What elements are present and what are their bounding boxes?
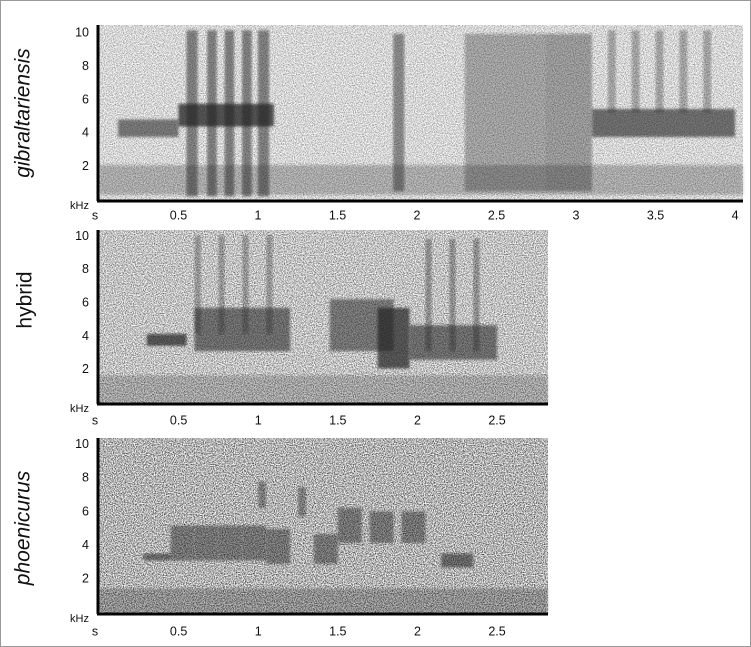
x-tick-label: 1 [255,413,262,427]
x-tick-label: 3.5 [647,208,664,222]
sound-energy [449,238,456,352]
sound-energy [655,30,664,113]
sound-energy [337,508,362,543]
spectrogram-background [99,438,548,613]
x-tick-label: 0.5 [170,208,187,222]
sound-energy [313,534,338,564]
sound-energy [266,235,273,334]
sound-energy [99,588,548,613]
sound-energy [242,525,267,561]
sound-energy [194,235,201,334]
y-tick-label: 8 [82,262,89,276]
x-tick-label: s [92,208,98,222]
sound-energy [170,525,195,561]
x-tick-label: 2 [414,208,421,222]
spectrogram [99,230,548,403]
x-tick-label: 2.5 [488,624,505,638]
x-tick-label: 0.5 [170,624,187,638]
y-tick-label: 2 [82,159,89,173]
y-tick-label: 4 [82,126,89,140]
x-tick-label: 2 [414,624,421,638]
sound-energy [425,238,432,352]
x-tick-label: 2.5 [488,208,505,222]
sound-energy [194,525,219,561]
spectrogram [99,438,548,613]
x-tick-label: 1.5 [329,624,346,638]
x-tick-label: 4 [732,208,739,222]
sound-energy [441,553,474,568]
y-tick-label: 4 [82,329,89,343]
sound-energy [631,30,640,113]
y-tick-label: kHz [70,403,89,415]
panel-label: hybrid [14,271,37,328]
y-tick-label: 6 [82,295,89,309]
sound-energy [99,375,548,403]
sound-energy [607,30,616,113]
sound-energy [218,525,243,561]
sound-energy [178,103,274,127]
y-tick-label: 2 [82,362,89,376]
y-tick-label: 8 [82,59,89,73]
y-tick-label: 2 [82,572,89,586]
sound-energy [242,235,249,334]
sound-energy [703,30,712,113]
x-tick-label: 1.5 [329,413,346,427]
sound-energy [679,30,688,113]
y-tick-label: 8 [82,471,89,485]
sound-energy [377,307,410,369]
x-tick-label: 2 [414,413,421,427]
x-tick-label: 3 [573,208,580,222]
y-tick-label: 10 [75,437,89,451]
y-tick-label: kHz [70,200,89,212]
x-tick-label: 1.5 [329,208,346,222]
y-tick-label: kHz [70,613,89,625]
sound-energy [99,165,743,195]
x-tick-label: 0.5 [170,413,187,427]
sound-energy [146,333,187,346]
x-tick-label: 1 [255,624,262,638]
x-tick-label: s [92,413,98,427]
x-tick-label: s [92,624,98,638]
panel-label: phoenicurus [12,470,35,586]
x-tick-label: 2.5 [488,413,505,427]
sound-energy [401,511,426,543]
y-tick-label: 4 [82,538,89,552]
panel-label: gibraltariensis [12,48,35,178]
sound-energy [298,487,306,517]
x-tick-label: 1 [255,208,262,222]
spectrogram [99,25,743,200]
sound-energy [266,529,291,564]
sound-energy [393,33,405,192]
sound-energy [369,511,394,543]
y-tick-label: 6 [82,504,89,518]
sound-energy [143,553,171,561]
sound-energy [218,235,225,334]
y-tick-label: 6 [82,92,89,106]
y-tick-label: 10 [75,26,89,40]
sound-energy [473,238,480,352]
sound-energy [258,481,267,508]
sound-energy [591,109,736,137]
sound-energy [118,119,179,137]
y-tick-label: 10 [75,229,89,243]
